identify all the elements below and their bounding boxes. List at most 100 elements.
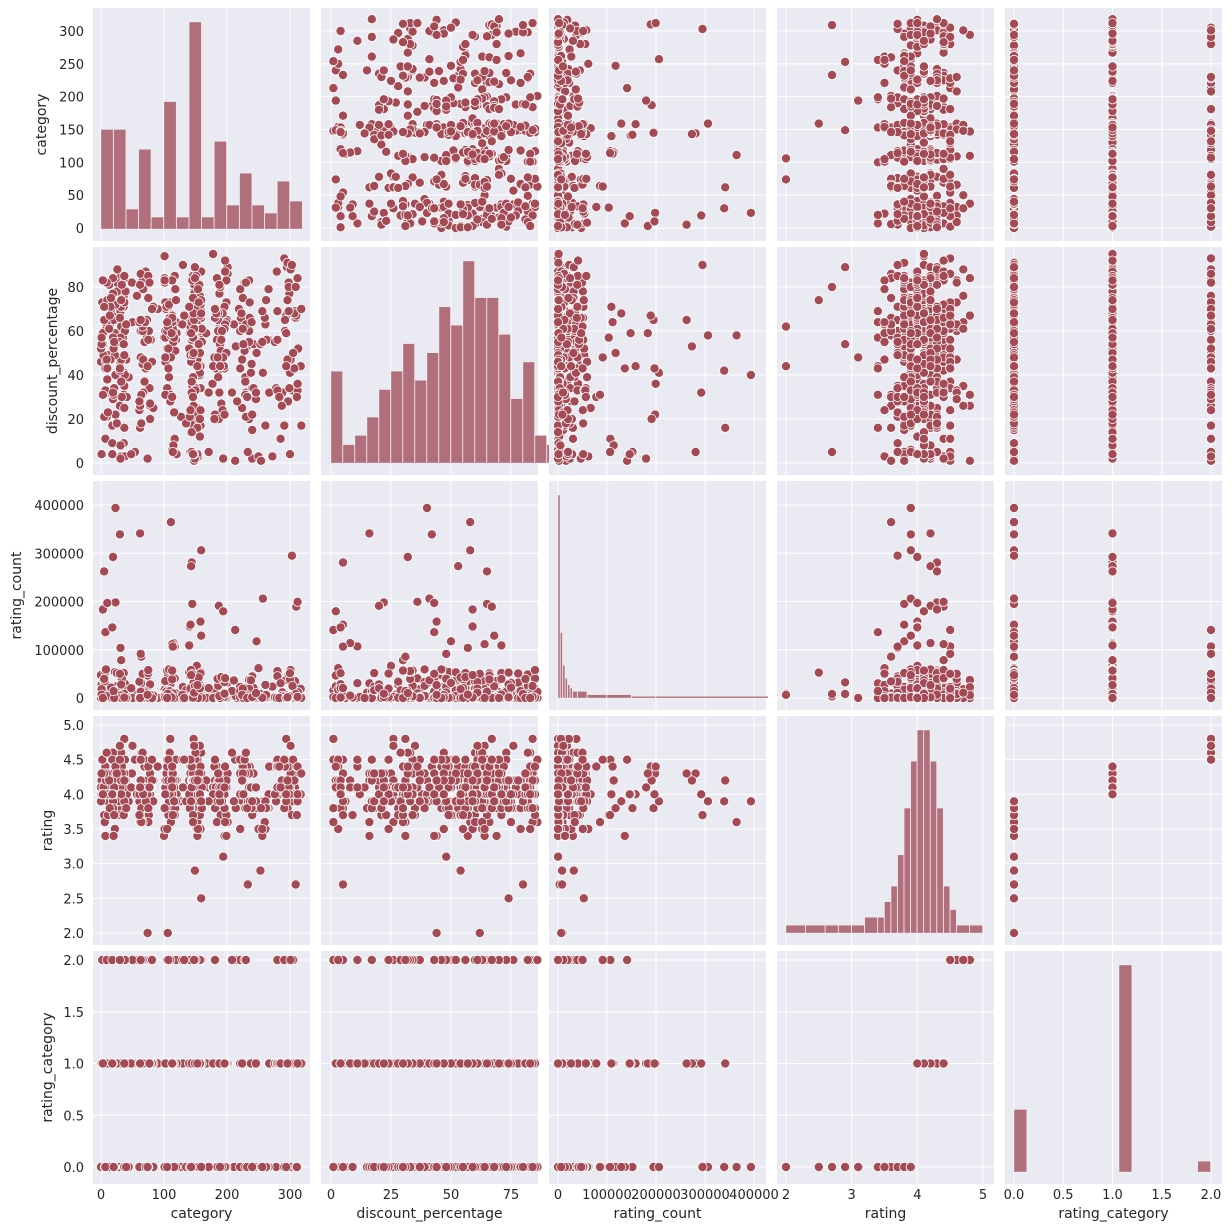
scatter-point bbox=[119, 350, 130, 361]
scatter-point bbox=[945, 405, 956, 416]
scatter-point bbox=[186, 561, 197, 572]
scatter-point bbox=[905, 308, 916, 319]
scatter-point bbox=[1206, 334, 1217, 345]
scatter-point bbox=[272, 306, 283, 317]
scatter-point bbox=[557, 409, 568, 420]
scatter-point bbox=[467, 621, 478, 632]
scatter-point bbox=[407, 26, 418, 37]
scatter-point bbox=[570, 84, 581, 95]
scatter-point bbox=[624, 449, 635, 460]
scatter-point bbox=[872, 422, 883, 433]
scatter-point bbox=[429, 216, 440, 227]
scatter-point bbox=[879, 154, 890, 165]
scatter-point bbox=[938, 255, 949, 266]
scatter-point bbox=[938, 37, 949, 48]
scatter-point bbox=[553, 449, 564, 460]
scatter-point bbox=[951, 86, 962, 97]
scatter-point bbox=[503, 144, 514, 155]
scatter-point bbox=[945, 363, 956, 374]
scatter-point bbox=[121, 319, 132, 330]
scatter-point bbox=[445, 22, 456, 33]
scatter-point bbox=[681, 314, 692, 325]
scatter-point bbox=[366, 31, 377, 42]
scatter-point bbox=[373, 600, 384, 611]
scatter-point bbox=[235, 363, 246, 374]
scatter-point bbox=[118, 339, 129, 350]
scatter-point bbox=[681, 219, 692, 230]
scatter-point bbox=[189, 262, 200, 273]
scatter-point bbox=[257, 306, 268, 317]
scatter-point bbox=[649, 363, 660, 374]
scatter-point bbox=[827, 281, 838, 292]
scatter-point bbox=[1107, 255, 1118, 266]
scatter-point bbox=[284, 383, 295, 394]
scatter-point bbox=[251, 347, 262, 358]
scatter-point bbox=[216, 325, 227, 336]
scatter-point bbox=[219, 688, 230, 699]
scatter-point bbox=[938, 148, 949, 159]
scatter-point bbox=[445, 126, 456, 137]
scatter-point bbox=[1107, 198, 1118, 209]
scatter-point bbox=[402, 110, 413, 121]
scatter-point bbox=[1107, 148, 1118, 159]
scatter-point bbox=[186, 376, 197, 387]
scatter-point bbox=[381, 215, 392, 226]
histogram-bar bbox=[100, 129, 114, 230]
scatter-point bbox=[1009, 54, 1020, 65]
histogram-bar bbox=[426, 352, 439, 464]
scatter-point bbox=[530, 198, 541, 209]
scatter-point bbox=[840, 125, 851, 136]
scatter-point bbox=[945, 104, 956, 115]
scatter-point bbox=[905, 118, 916, 129]
scatter-point bbox=[925, 361, 936, 372]
scatter-point bbox=[1009, 118, 1020, 129]
scatter-point bbox=[572, 301, 583, 312]
scatter-point bbox=[719, 365, 730, 376]
scatter-point bbox=[195, 405, 206, 416]
scatter-point bbox=[703, 330, 714, 341]
scatter-point bbox=[240, 376, 251, 387]
scatter-point bbox=[96, 332, 107, 343]
histogram-bar bbox=[163, 101, 177, 230]
scatter-point bbox=[397, 18, 408, 29]
scatter-point bbox=[397, 37, 408, 48]
scatter-point bbox=[345, 202, 356, 213]
scatter-point bbox=[167, 446, 178, 457]
scatter-point bbox=[186, 328, 197, 339]
scatter-point bbox=[505, 212, 516, 223]
scatter-point bbox=[872, 92, 883, 103]
scatter-point bbox=[383, 119, 394, 130]
scatter-point bbox=[958, 323, 969, 334]
panel-0-0 bbox=[93, 8, 310, 241]
scatter-point bbox=[1009, 297, 1020, 308]
histogram-bar bbox=[330, 371, 343, 464]
scatter-point bbox=[110, 502, 121, 513]
scatter-point bbox=[1009, 438, 1020, 449]
scatter-point bbox=[443, 198, 454, 209]
scatter-point bbox=[216, 334, 227, 345]
scatter-point bbox=[1206, 152, 1217, 163]
scatter-point bbox=[505, 75, 516, 86]
scatter-point bbox=[383, 129, 394, 140]
scatter-point bbox=[104, 310, 115, 321]
scatter-point bbox=[553, 154, 564, 165]
scatter-point bbox=[1107, 122, 1118, 133]
scatter-point bbox=[472, 75, 483, 86]
scatter-point bbox=[597, 181, 608, 192]
scatter-point bbox=[230, 455, 241, 466]
scatter-point bbox=[237, 354, 248, 365]
scatter-point bbox=[525, 220, 536, 231]
scatter-point bbox=[193, 339, 204, 350]
histogram-bar bbox=[486, 297, 499, 464]
scatter-point bbox=[214, 279, 225, 290]
scatter-point bbox=[568, 433, 579, 444]
scatter-point bbox=[827, 20, 838, 31]
scatter-point bbox=[563, 110, 574, 121]
scatter-point bbox=[932, 100, 943, 111]
scatter-point bbox=[905, 328, 916, 339]
scatter-point bbox=[493, 104, 504, 115]
histogram-bar bbox=[462, 260, 475, 464]
panel-0-2 bbox=[549, 8, 766, 241]
scatter-point bbox=[192, 361, 203, 372]
scatter-point bbox=[578, 449, 589, 460]
